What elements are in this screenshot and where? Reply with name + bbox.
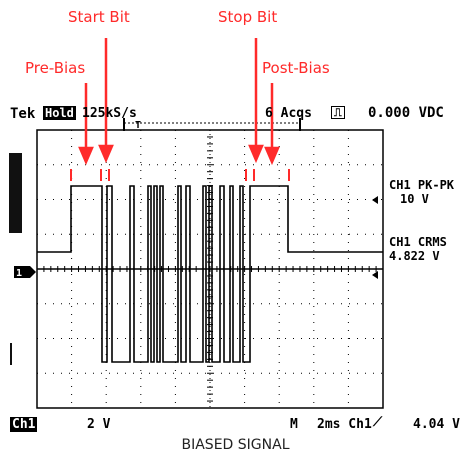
- waveform-icon: ⎍: [331, 106, 345, 119]
- rms-value: 4.822 V: [389, 249, 440, 263]
- brand-label: Tek: [10, 106, 36, 122]
- graticule-grid: [36, 129, 384, 409]
- left-level-bar: [9, 153, 22, 233]
- right-trigger-pointer: [372, 271, 378, 279]
- start-bit-label: Start Bit: [68, 8, 130, 26]
- volts-per-div: 2 V: [87, 417, 111, 432]
- pk-pk-label: CH1 PK-PK: [389, 178, 455, 192]
- channel-marker-label: 1: [16, 268, 22, 279]
- sample-rate: 125kS/s: [82, 106, 137, 121]
- trigger-t-marker: T: [135, 120, 141, 131]
- acqs-count: 6 Acqs: [265, 106, 312, 121]
- pk-pk-value: 10 V: [400, 192, 429, 206]
- rms-label: CH1 CRMS: [389, 235, 447, 249]
- left-marker-line: [10, 343, 12, 365]
- annotation-arrows: [78, 38, 280, 166]
- transition-markers: [70, 169, 290, 181]
- right-level-pointer: [372, 196, 378, 204]
- stop-bit-label: Stop Bit: [218, 8, 278, 26]
- timebase-label: M: [290, 417, 298, 432]
- post-bias-label: Post-Bias: [262, 59, 330, 77]
- hold-tag: Hold: [43, 106, 76, 120]
- figure-caption: BIASED SIGNAL: [181, 437, 290, 453]
- channel-ground-marker: [14, 266, 30, 278]
- pre-bias-label: Pre-Bias: [25, 59, 86, 77]
- trigger-slope-icon: ⟋: [373, 415, 383, 430]
- biased-signal-trace: [37, 185, 383, 363]
- timebase-value: 2ms Ch1: [317, 417, 372, 432]
- dc-readout: 0.000 VDC: [368, 105, 444, 121]
- channel-tag: Ch1: [10, 417, 38, 432]
- trigger-level: 4.04 V: [413, 417, 460, 432]
